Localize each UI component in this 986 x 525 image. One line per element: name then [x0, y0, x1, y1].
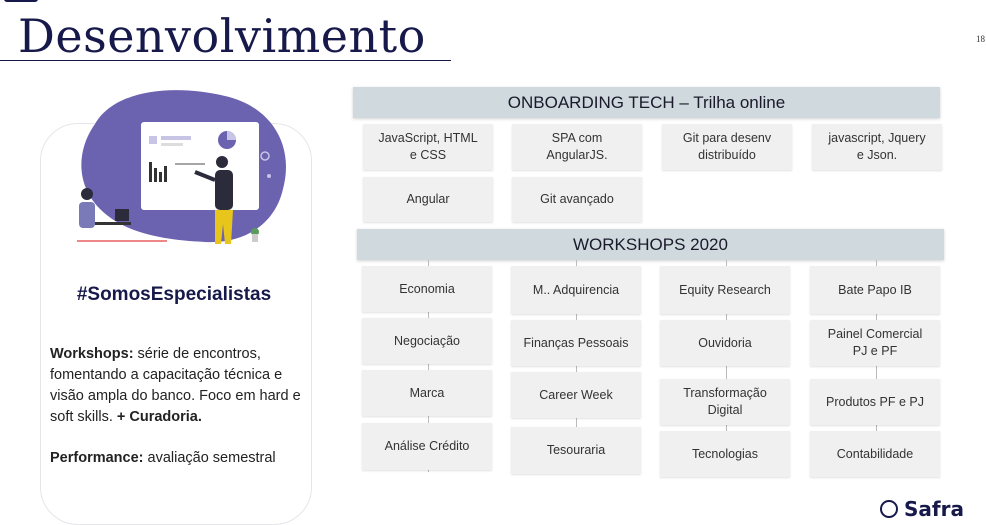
- workshop-item: Equity Research: [660, 266, 790, 314]
- performance-text: avaliação semestral: [143, 450, 276, 466]
- workshop-item: Análise Crédito: [362, 423, 492, 470]
- presentation-illustration: [77, 90, 286, 244]
- column-connector: [726, 260, 727, 472]
- onboarding-item: Git para desenv distribuído: [662, 124, 792, 170]
- workshop-item: Negociação: [362, 318, 492, 364]
- workshop-item: Career Week: [511, 372, 641, 418]
- safra-emblem-icon: [880, 500, 898, 518]
- hashtag-heading: #SomosEspecialistas: [76, 284, 272, 305]
- workshops-text: série de encontros, fomentando a capacit…: [50, 346, 301, 425]
- workshop-item: M.. Adquirencia: [511, 266, 641, 314]
- performance-label: Performance:: [50, 450, 144, 466]
- safra-logo: Safra: [880, 497, 964, 521]
- workshop-item: Ouvidoria: [660, 320, 790, 366]
- workshop-item: Tesouraria: [511, 427, 641, 474]
- column-connector: [428, 260, 429, 472]
- page-number: 18: [976, 34, 985, 44]
- workshops-label: Workshops:: [50, 346, 134, 362]
- slide-title: Desenvolvimento: [18, 9, 426, 63]
- onboarding-item: JavaScript, HTML e CSS: [363, 124, 493, 170]
- workshop-item: Economia: [362, 266, 492, 312]
- column-connector: [576, 260, 577, 472]
- title-underline: [0, 60, 451, 61]
- performance-description: Performance: avaliação semestral: [50, 450, 308, 466]
- onboarding-item: SPA com AngularJS.: [512, 124, 642, 170]
- curadoria-label: + Curadoria.: [116, 409, 202, 425]
- workshops-description: Workshops: série de encontros, fomentand…: [50, 344, 308, 428]
- logo-text: Safra: [904, 497, 964, 521]
- workshop-item: Contabilidade: [810, 431, 940, 477]
- workshop-item: Marca: [362, 370, 492, 416]
- onboarding-item: javascript, Jquery e Json.: [812, 124, 942, 170]
- top-cropped-glyph: [4, 0, 38, 2]
- column-connector: [876, 260, 877, 472]
- workshop-item: Bate Papo IB: [810, 266, 940, 314]
- workshop-item: Tecnologias: [660, 431, 790, 477]
- workshop-item: Painel Comercial PJ e PF: [810, 320, 940, 366]
- onboarding-item: Git avançado: [512, 177, 642, 222]
- onboarding-item: Angular: [363, 177, 493, 222]
- onboarding-header: ONBOARDING TECH – Trilha online: [353, 87, 940, 118]
- workshop-item: Produtos PF e PJ: [810, 379, 940, 425]
- workshop-item: Finanças Pessoais: [511, 320, 641, 366]
- workshops-header: WORKSHOPS 2020: [357, 229, 944, 260]
- workshop-item: Transformação Digital: [660, 379, 790, 425]
